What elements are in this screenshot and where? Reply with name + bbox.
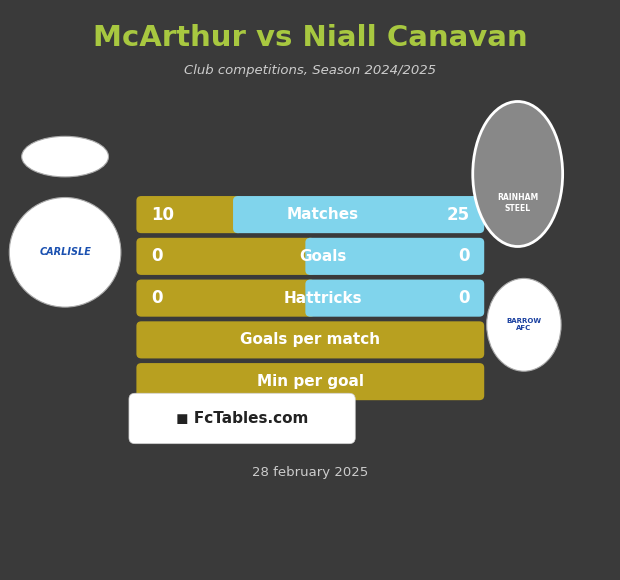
Text: 0: 0 <box>151 289 163 307</box>
Text: 0: 0 <box>458 247 469 266</box>
FancyBboxPatch shape <box>306 280 484 317</box>
Text: Hattricks: Hattricks <box>283 291 362 306</box>
FancyBboxPatch shape <box>129 393 355 444</box>
Ellipse shape <box>487 278 561 371</box>
FancyBboxPatch shape <box>136 238 316 275</box>
Text: 0: 0 <box>458 289 469 307</box>
Text: CARLISLE: CARLISLE <box>39 247 91 258</box>
Ellipse shape <box>22 136 108 177</box>
Text: Club competitions, Season 2024/2025: Club competitions, Season 2024/2025 <box>184 64 436 77</box>
Ellipse shape <box>9 197 121 307</box>
FancyBboxPatch shape <box>136 280 316 317</box>
Text: ◼ FcTables.com: ◼ FcTables.com <box>176 411 308 426</box>
Text: Goals per match: Goals per match <box>240 332 381 347</box>
Text: Min per goal: Min per goal <box>257 374 364 389</box>
Text: Matches: Matches <box>286 207 359 222</box>
Text: McArthur vs Niall Canavan: McArthur vs Niall Canavan <box>92 24 528 52</box>
Text: RAINHAM
STEEL: RAINHAM STEEL <box>497 193 538 213</box>
FancyBboxPatch shape <box>306 238 484 275</box>
FancyBboxPatch shape <box>136 363 484 400</box>
Text: 0: 0 <box>151 247 163 266</box>
Text: 28 february 2025: 28 february 2025 <box>252 466 368 479</box>
Text: 25: 25 <box>446 205 469 224</box>
FancyBboxPatch shape <box>136 321 484 358</box>
Text: Goals: Goals <box>299 249 347 264</box>
Ellipse shape <box>472 102 563 246</box>
FancyBboxPatch shape <box>136 196 243 233</box>
Text: 10: 10 <box>151 205 174 224</box>
FancyBboxPatch shape <box>233 196 484 233</box>
Text: BARROW
AFC: BARROW AFC <box>507 318 541 331</box>
